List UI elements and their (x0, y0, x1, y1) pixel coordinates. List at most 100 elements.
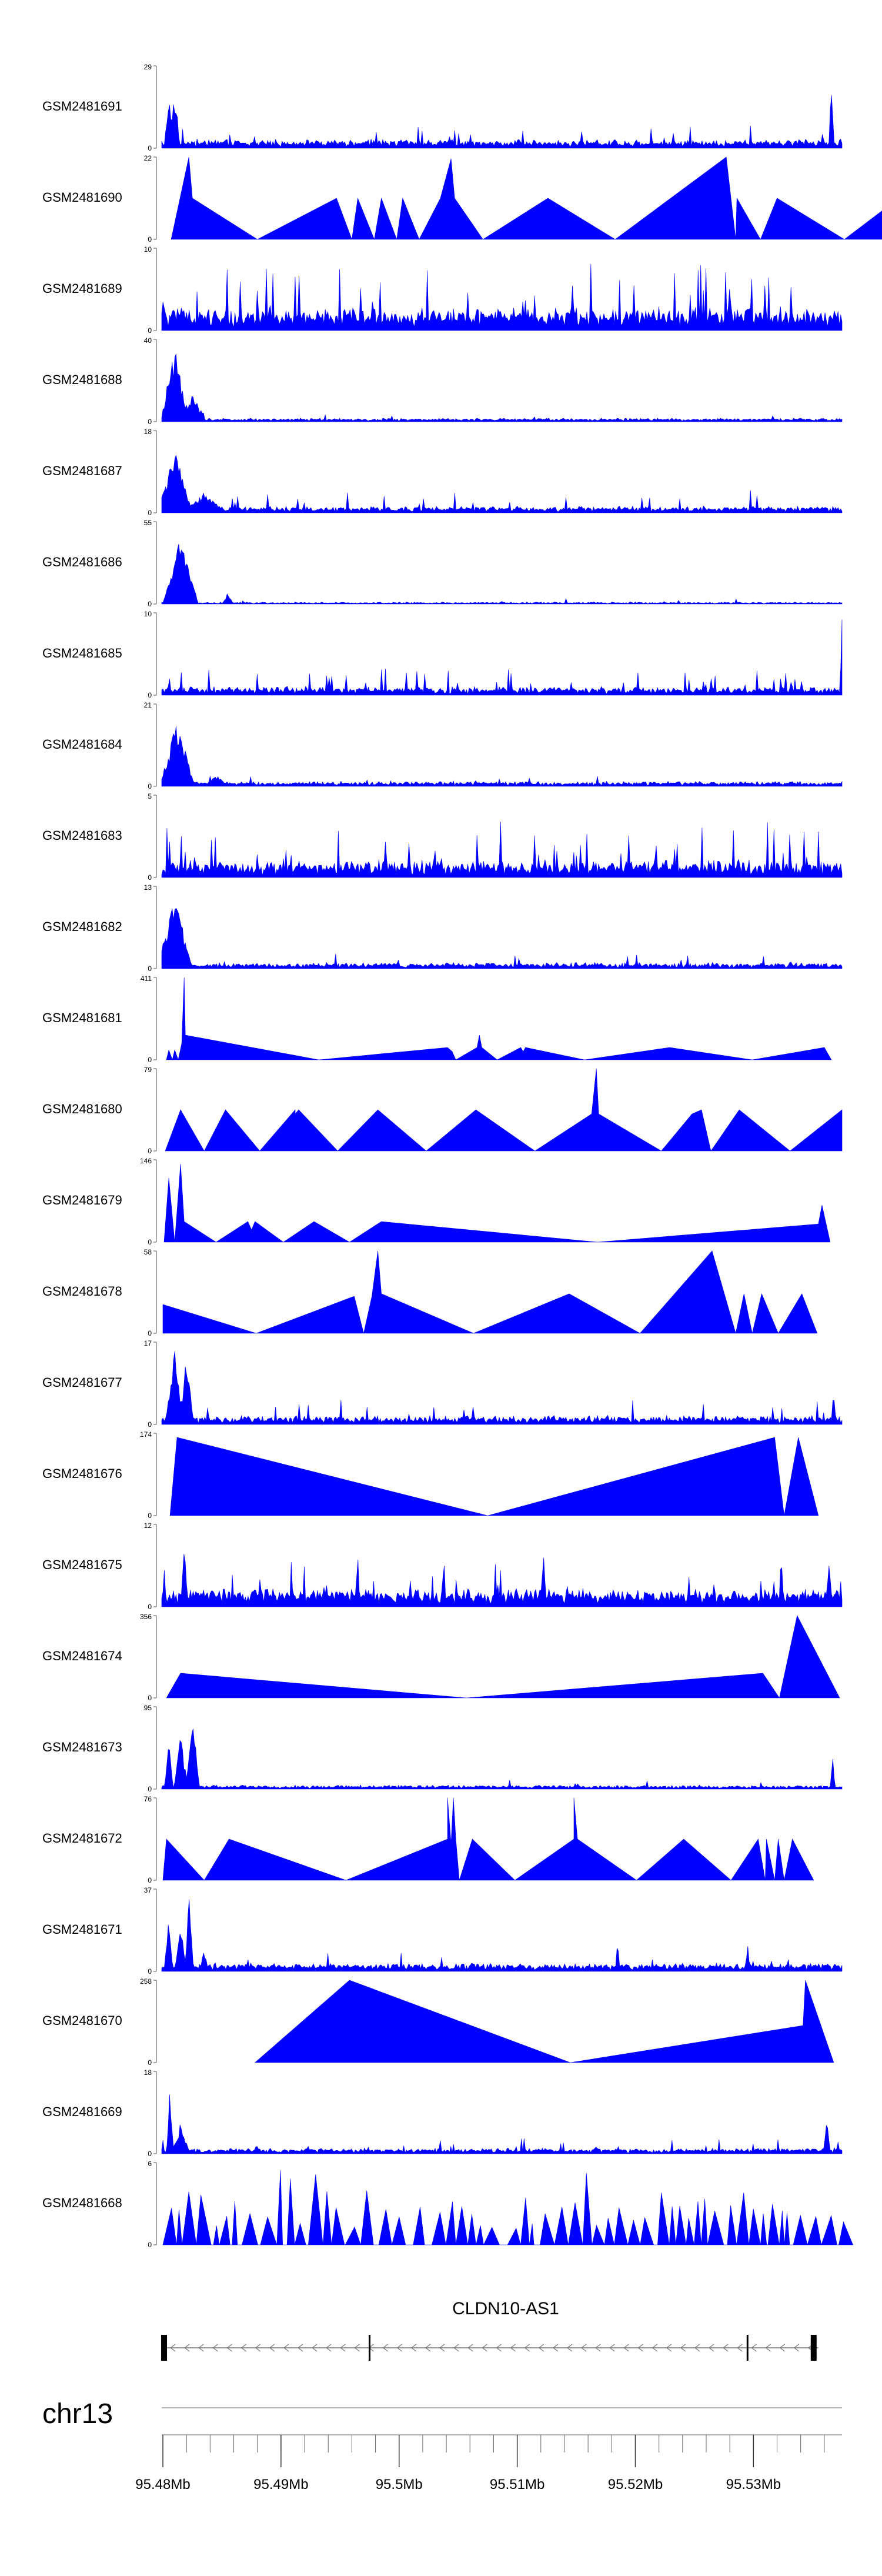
y-min-label: 0 (148, 965, 152, 973)
track-label: GSM2481671 (42, 1922, 122, 1937)
y-min-label: 0 (148, 144, 152, 152)
y-max-label: 21 (144, 701, 152, 709)
signal-area (161, 95, 843, 149)
y-max-label: 174 (140, 1430, 152, 1439)
y-max-label: 13 (144, 883, 152, 892)
track-GSM2481682: GSM2481682 13 0 (42, 883, 843, 973)
strand-arrow (609, 2344, 615, 2352)
track-GSM2481679: GSM2481679 146 0 (42, 1157, 831, 1246)
track-GSM2481685: GSM2481685 10 0 (42, 610, 843, 699)
track-GSM2481678: GSM2481678 58 0 (42, 1248, 818, 1337)
y-max-label: 6 (148, 2160, 152, 2168)
y-min-label: 0 (148, 873, 152, 882)
strand-arrow (765, 2344, 771, 2352)
strand-arrow (298, 2344, 303, 2352)
y-max-label: 95 (144, 1704, 152, 1712)
strand-arrow (212, 2344, 218, 2352)
track-GSM2481673: GSM2481673 95 0 (42, 1704, 843, 1793)
y-min-label: 0 (148, 1694, 152, 1702)
y-max-label: 258 (140, 1977, 152, 1986)
strand-arrow (637, 2344, 643, 2352)
gene-track: CLDN10-AS1 (161, 2299, 818, 2361)
track-GSM2481691: GSM2481691 29 0 (42, 63, 843, 152)
track-GSM2481680: GSM2481680 79 0 (42, 1066, 843, 1155)
signal-area (161, 1351, 843, 1425)
strand-arrow (496, 2344, 502, 2352)
y-max-label: 18 (144, 2068, 152, 2077)
signal-area (165, 1068, 843, 1152)
signal-area (161, 1554, 843, 1607)
signal-area (162, 1250, 818, 1334)
track-label: GSM2481682 (42, 919, 122, 934)
y-min-label: 0 (148, 2241, 152, 2249)
track-GSM2481689: GSM2481689 10 0 (42, 245, 843, 335)
track-label: GSM2481686 (42, 555, 122, 569)
chromosome-label: chr13 (42, 2398, 113, 2430)
gene-exon (161, 2335, 168, 2361)
y-max-label: 29 (144, 63, 152, 71)
track-label: GSM2481678 (42, 1284, 122, 1299)
y-min-label: 0 (148, 1967, 152, 1976)
strand-arrow (312, 2344, 318, 2352)
strand-arrow (552, 2344, 559, 2352)
genome-axis-ticks: 95.48Mb 95.49Mb 95.5Mb 95.51Mb 95.52Mb 95.53M… (135, 2435, 825, 2492)
track-GSM2481669: GSM2481669 18 0 (42, 2068, 843, 2158)
track-label: GSM2481669 (42, 2104, 122, 2119)
axis-tick-label: 95.49Mb (253, 2477, 308, 2492)
track-label: GSM2481676 (42, 1466, 122, 1481)
y-max-label: 58 (144, 1248, 152, 1256)
strand-arrow (283, 2344, 289, 2352)
strand-arrow (737, 2344, 743, 2352)
signal-area (166, 1615, 840, 1699)
signal-area (161, 619, 843, 696)
signal-area (161, 544, 843, 605)
y-max-label: 12 (144, 1521, 152, 1530)
signal-area (161, 455, 843, 513)
signal-tracks: GSM2481691290GSM2481690220GSM2481689100G… (42, 63, 882, 2249)
strand-arrow (482, 2344, 487, 2352)
signal-area (161, 821, 843, 878)
signal-area (163, 1163, 831, 1243)
track-GSM2481690: GSM2481690 22 0 (42, 154, 882, 243)
strand-arrow (255, 2344, 261, 2352)
strand-arrow (510, 2344, 516, 2352)
gene-label: CLDN10-AS1 (452, 2299, 559, 2318)
strand-arrow (340, 2344, 346, 2352)
y-min-label: 0 (148, 418, 152, 426)
strand-arrow (524, 2344, 530, 2352)
strand-arrow (666, 2344, 672, 2352)
strand-arrow (538, 2344, 544, 2352)
y-min-label: 0 (148, 509, 152, 517)
track-GSM2481675: GSM2481675 12 0 (42, 1521, 843, 1611)
y-min-label: 0 (148, 1147, 152, 1155)
strand-arrow (581, 2344, 587, 2352)
axis-tick-label: 95.5Mb (376, 2477, 423, 2492)
y-min-label: 0 (148, 326, 152, 335)
strand-arrow (566, 2344, 573, 2352)
strand-arrow (467, 2344, 473, 2352)
y-max-label: 79 (144, 1066, 152, 1074)
chromosome-axis: chr13 95.48Mb 95.49Mb 95.5Mb 95.51Mb 95.52Mb… (42, 2398, 842, 2492)
track-label: GSM2481689 (42, 281, 122, 296)
track-label: GSM2481670 (42, 2013, 122, 2028)
gene-exon (810, 2335, 817, 2361)
strand-arrow (595, 2344, 601, 2352)
signal-area (161, 1899, 843, 1972)
strand-arrow (694, 2344, 700, 2352)
signal-area (161, 1729, 843, 1790)
strand-arrow (382, 2344, 389, 2352)
y-min-label: 0 (148, 1056, 152, 1064)
track-label: GSM2481677 (42, 1375, 122, 1390)
y-min-label: 0 (148, 1785, 152, 1793)
signal-area (161, 907, 843, 969)
strand-arrow (680, 2344, 686, 2352)
y-max-label: 76 (144, 1795, 152, 1803)
track-label: GSM2481679 (42, 1193, 122, 1207)
strand-arrow (652, 2344, 657, 2352)
y-min-label: 0 (148, 1238, 152, 1246)
y-max-label: 356 (140, 1613, 152, 1621)
strand-arrow (779, 2344, 785, 2352)
strand-arrow (170, 2344, 176, 2352)
track-GSM2481684: GSM2481684 21 0 (42, 701, 843, 790)
track-label: GSM2481690 (42, 190, 122, 205)
